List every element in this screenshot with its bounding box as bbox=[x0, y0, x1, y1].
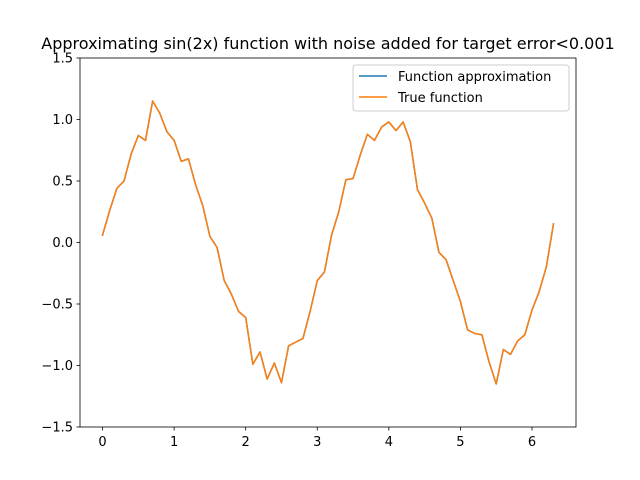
x-tick-label: 5 bbox=[456, 435, 464, 450]
x-tick-label: 1 bbox=[170, 435, 178, 450]
y-tick-label: 1.0 bbox=[52, 113, 73, 128]
legend: Function approximation True function bbox=[352, 64, 570, 112]
x-axis: 0 1 2 3 4 5 6 bbox=[98, 427, 536, 450]
series-layer bbox=[101, 100, 555, 385]
x-tick-label: 6 bbox=[528, 435, 536, 450]
y-tick-label: −1.0 bbox=[41, 359, 73, 374]
y-tick-label: −1.5 bbox=[41, 421, 73, 436]
legend-box bbox=[352, 64, 570, 112]
y-tick-label: 1.5 bbox=[52, 52, 73, 67]
x-tick-label: 4 bbox=[385, 435, 393, 450]
y-tick-label: 0.0 bbox=[52, 236, 73, 251]
x-tick-label: 3 bbox=[313, 435, 321, 450]
legend-label-true-function: True function bbox=[397, 91, 483, 106]
y-axis: −1.5 −1.0 −0.5 0.0 0.5 1.0 1.5 bbox=[41, 52, 80, 436]
y-tick-label: −0.5 bbox=[41, 298, 73, 313]
x-tick-label: 2 bbox=[242, 435, 250, 450]
chart-title: Approximating sin(2x) function with nois… bbox=[41, 34, 614, 53]
legend-label-function-approximation: Function approximation bbox=[398, 70, 551, 85]
series-line-true-function bbox=[101, 100, 555, 385]
y-tick-label: 0.5 bbox=[52, 175, 73, 190]
x-tick-label: 0 bbox=[98, 435, 106, 450]
